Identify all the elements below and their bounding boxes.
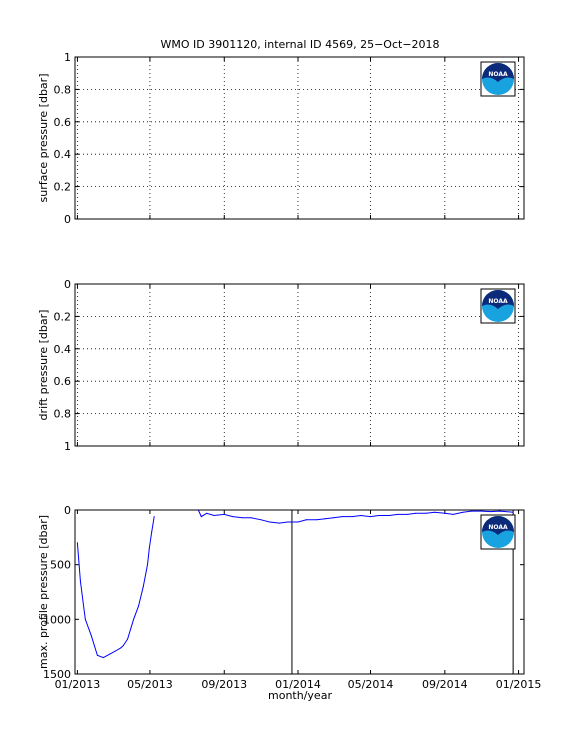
logo-bird (482, 290, 514, 309)
x-tick-label: 09/2014 (422, 678, 468, 691)
data-point (84, 618, 86, 620)
data-point (287, 521, 289, 523)
y-tick-label: 0.8 (54, 83, 72, 96)
x-tick-label: 09/2013 (201, 678, 247, 691)
data-point (499, 510, 501, 512)
figure-title: WMO ID 3901120, internal ID 4569, 25−Oct… (160, 38, 439, 51)
y-tick-label: 0.2 (54, 310, 72, 323)
data-point (316, 519, 318, 521)
data-point (147, 564, 148, 566)
data-point (96, 654, 98, 656)
noaa-logo: NOAA (480, 288, 516, 324)
y-tick-label: 0 (64, 213, 71, 226)
series-line (197, 509, 514, 524)
y-tick-label: 0.8 (54, 408, 72, 421)
y-tick-label: 0 (64, 278, 71, 291)
data-point (324, 518, 326, 520)
data-point (512, 511, 514, 513)
data-point (333, 517, 335, 519)
y-tick-label: 500 (50, 559, 71, 572)
x-tick-label: 05/2013 (127, 678, 173, 691)
data-point (102, 657, 104, 659)
data-point (360, 515, 362, 516)
data-point (305, 519, 307, 521)
x-axis-label: month/year (268, 689, 332, 702)
data-point (370, 516, 371, 518)
y-tick-label: 1 (64, 440, 71, 453)
y-tick-label: 1 (64, 51, 71, 64)
data-point (250, 517, 252, 519)
data-point (388, 515, 390, 516)
data-point (153, 516, 155, 518)
data-point (397, 513, 399, 515)
x-tick-label: 01/2015 (496, 678, 542, 691)
logo-text: NOAA (488, 71, 508, 78)
data-point (90, 635, 92, 637)
y-axis-label: max. profile pressure [dbar] (37, 515, 50, 669)
logo-text: NOAA (488, 524, 508, 531)
y-tick-label: 0.2 (54, 181, 72, 194)
surface-pressure-panel: 0 0.2 0.4 0.6 0.8 1 surface pressure [dbar] NOA… (37, 51, 525, 226)
logo-text: NOAA (488, 298, 508, 305)
x-tick-label: 01/2013 (55, 678, 101, 691)
data-point (241, 517, 243, 519)
data-point (489, 511, 491, 513)
data-point (142, 586, 144, 587)
data-point (341, 516, 343, 518)
noaa-logo: NOAA (480, 514, 516, 550)
data-point (481, 510, 483, 512)
y-tick-label: 0.4 (54, 343, 72, 356)
data-point (79, 580, 81, 582)
data-point (148, 547, 150, 549)
data-point (260, 519, 262, 521)
data-point (127, 638, 129, 640)
data-point (122, 645, 124, 647)
data-point (406, 513, 408, 515)
data-point (133, 618, 135, 620)
data-point (120, 647, 122, 649)
y-tick-label: 0.6 (54, 116, 72, 129)
axes-frame (74, 283, 525, 447)
logo-bird (482, 516, 514, 535)
data-point (297, 521, 299, 523)
data-point (108, 653, 110, 655)
data-point (151, 531, 153, 533)
data-point (213, 515, 215, 516)
data-point (415, 512, 417, 514)
data-point (452, 513, 454, 515)
data-point (223, 513, 225, 515)
data-point (351, 516, 353, 518)
x-tick-label: 01/2014 (275, 678, 321, 691)
y-tick-label: 1000 (43, 613, 71, 626)
data-point (434, 511, 436, 513)
data-point (444, 512, 446, 514)
data-point (269, 521, 271, 523)
data-point (470, 510, 472, 512)
y-axis-label: surface pressure [dbar] (37, 74, 50, 203)
axes-frame (74, 509, 525, 675)
x-tick-label: 05/2014 (348, 678, 394, 691)
y-tick-label: 0.6 (54, 375, 72, 388)
y-tick-label: 1500 (43, 668, 71, 681)
series-line (76, 516, 155, 659)
axes-frame (74, 56, 525, 220)
data-point (206, 512, 208, 514)
data-point (232, 516, 234, 518)
drift-pressure-panel: 0 0.2 0.4 0.6 0.8 1 drift pressure [dbar] NOAA (37, 278, 525, 453)
y-tick-label: 0.4 (54, 148, 72, 161)
data-point (462, 511, 464, 513)
data-point (138, 605, 139, 607)
logo-bird (482, 63, 514, 82)
data-point (278, 522, 280, 524)
y-axis-label: drift pressure [dbar] (37, 310, 50, 421)
y-tick-label: 0 (64, 504, 71, 517)
data-point (76, 542, 78, 544)
data-point (200, 516, 202, 518)
noaa-logo: NOAA (480, 61, 516, 97)
data-point (115, 650, 116, 652)
data-point (425, 512, 427, 514)
data-point (378, 515, 380, 516)
